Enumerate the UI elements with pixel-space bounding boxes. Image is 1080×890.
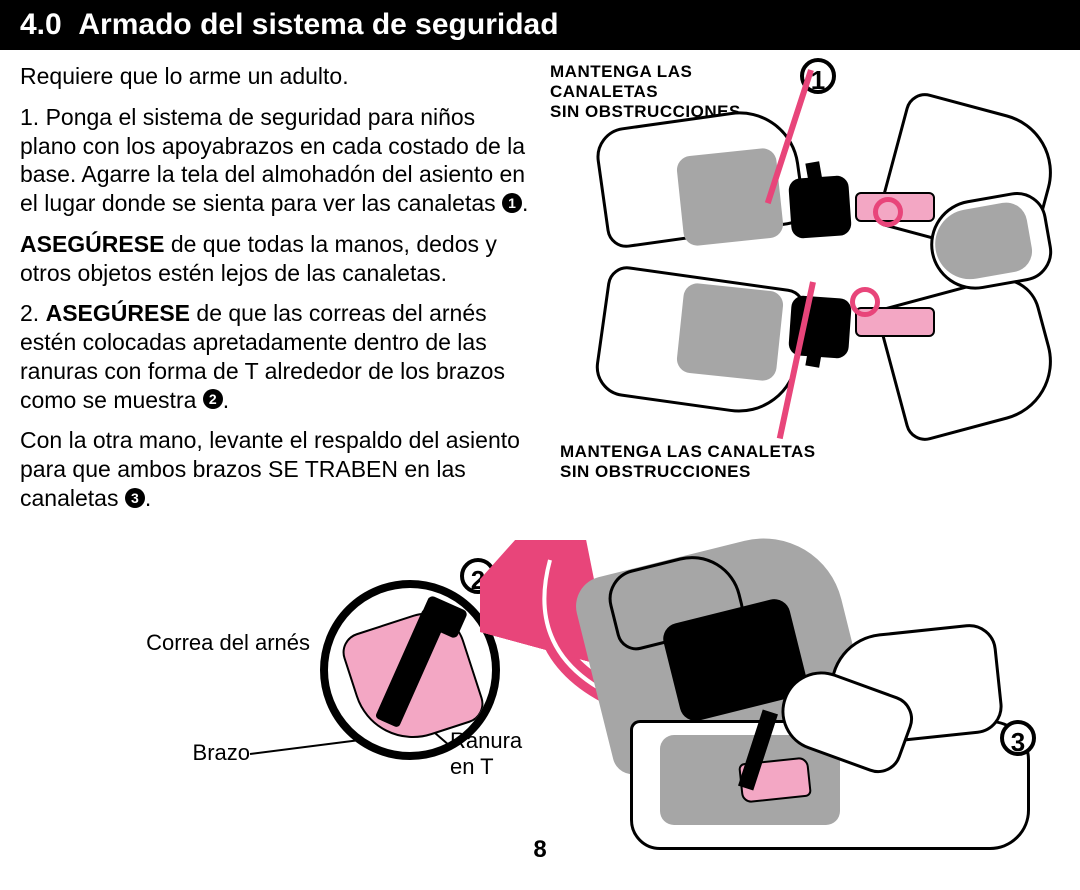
section-header: 4.0 Armado del sistema de seguridad bbox=[0, 0, 1080, 50]
step-2: 2. ASEGÚRESE de que las correas del arné… bbox=[20, 299, 530, 414]
callout-bot-line2: SIN OBSTRUCCIONES bbox=[560, 462, 751, 481]
ref-badge-2: 2 bbox=[203, 389, 223, 409]
step-1-text: 1. Ponga el sistema de seguridad para ni… bbox=[20, 104, 525, 216]
page-content: Requiere que lo arme un adulto. 1. Ponga… bbox=[0, 50, 1080, 513]
callout-bot-line1: MANTENGA LAS CANALETAS bbox=[560, 442, 816, 461]
step-2-cont-text: Con la otra mano, levante el respaldo de… bbox=[20, 427, 520, 511]
warning-1: ASEGÚRESE de que todas la manos, dedos y… bbox=[20, 230, 530, 288]
figure-2-main-illustration: 3 bbox=[550, 550, 1060, 880]
step-2-cont: Con la otra mano, levante el respaldo de… bbox=[20, 426, 530, 512]
ref-badge-3: 3 bbox=[125, 488, 145, 508]
figure-1-callout-bottom: MANTENGA LAS CANALETAS SIN OBSTRUCCIONES bbox=[560, 442, 820, 482]
step-2-prefix: 2. bbox=[20, 300, 46, 326]
figure-2: Correa del arnés Brazo Ranura en T 2 bbox=[180, 550, 1060, 890]
detail-circle bbox=[320, 580, 500, 760]
figure-1-illustration bbox=[580, 97, 1050, 437]
ref-badge-1: 1 bbox=[502, 193, 522, 213]
intro-line: Requiere que lo arme un adulto. bbox=[20, 62, 530, 91]
page-number: 8 bbox=[533, 836, 546, 864]
warning-1-lead: ASEGÚRESE bbox=[20, 231, 164, 257]
instruction-text: Requiere que lo arme un adulto. 1. Ponga… bbox=[20, 62, 530, 513]
section-number: 4.0 bbox=[20, 8, 62, 41]
step-2-lead: ASEGÚRESE bbox=[46, 300, 190, 326]
step-1: 1. Ponga el sistema de seguridad para ni… bbox=[20, 103, 530, 218]
section-title: Armado del sistema de seguridad bbox=[78, 8, 558, 41]
callout-top-line1: MANTENGA LAS CANALETAS bbox=[550, 62, 692, 101]
figure-1: MANTENGA LAS CANALETAS SIN OBSTRUCCIONES… bbox=[550, 62, 1060, 482]
figure-2-main-badge: 3 bbox=[1000, 720, 1036, 756]
